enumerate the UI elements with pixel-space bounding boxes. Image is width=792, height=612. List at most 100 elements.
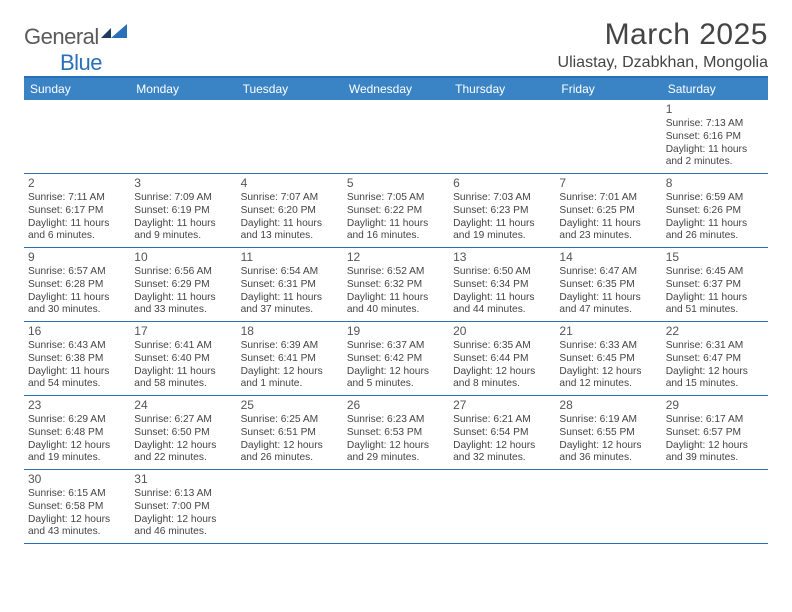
sunrise-line: Sunrise: 6:31 AM — [666, 340, 764, 353]
sunset-line: Sunset: 6:16 PM — [666, 131, 764, 144]
week-row: 2Sunrise: 7:11 AMSunset: 6:17 PMDaylight… — [24, 174, 768, 248]
sunrise-line: Sunrise: 7:13 AM — [666, 118, 764, 131]
sunrise-line: Sunrise: 7:07 AM — [241, 192, 339, 205]
weekday-header: Saturday — [662, 78, 768, 100]
day-number: 13 — [453, 250, 551, 265]
sunset-line: Sunset: 6:26 PM — [666, 205, 764, 218]
sunset-line: Sunset: 6:38 PM — [28, 353, 126, 366]
sunset-line: Sunset: 6:37 PM — [666, 279, 764, 292]
daylight-line: Daylight: 11 hours and 37 minutes. — [241, 292, 339, 318]
daylight-line: Daylight: 11 hours and 2 minutes. — [666, 144, 764, 170]
day-cell: 2Sunrise: 7:11 AMSunset: 6:17 PMDaylight… — [24, 174, 130, 247]
sunrise-line: Sunrise: 7:05 AM — [347, 192, 445, 205]
sunset-line: Sunset: 6:44 PM — [453, 353, 551, 366]
sunset-line: Sunset: 6:32 PM — [347, 279, 445, 292]
day-cell — [130, 100, 236, 173]
sunrise-line: Sunrise: 6:33 AM — [559, 340, 657, 353]
day-cell: 31Sunrise: 6:13 AMSunset: 7:00 PMDayligh… — [130, 470, 236, 543]
sunset-line: Sunset: 6:20 PM — [241, 205, 339, 218]
daylight-line: Daylight: 11 hours and 13 minutes. — [241, 218, 339, 244]
sunrise-line: Sunrise: 6:37 AM — [347, 340, 445, 353]
day-cell: 17Sunrise: 6:41 AMSunset: 6:40 PMDayligh… — [130, 322, 236, 395]
sunrise-line: Sunrise: 6:45 AM — [666, 266, 764, 279]
day-number: 14 — [559, 250, 657, 265]
title-block: March 2025 Uliastay, Dzabkhan, Mongolia — [558, 18, 768, 72]
daylight-line: Daylight: 11 hours and 19 minutes. — [453, 218, 551, 244]
day-cell — [662, 470, 768, 543]
sunset-line: Sunset: 6:53 PM — [347, 427, 445, 440]
daylight-line: Daylight: 12 hours and 5 minutes. — [347, 366, 445, 392]
day-number: 2 — [28, 176, 126, 191]
weekday-header: Thursday — [449, 78, 555, 100]
sunrise-line: Sunrise: 6:50 AM — [453, 266, 551, 279]
day-number: 25 — [241, 398, 339, 413]
daylight-line: Daylight: 12 hours and 1 minute. — [241, 366, 339, 392]
daylight-line: Daylight: 12 hours and 46 minutes. — [134, 514, 232, 540]
sunset-line: Sunset: 6:42 PM — [347, 353, 445, 366]
day-number: 1 — [666, 102, 764, 117]
sunset-line: Sunset: 6:57 PM — [666, 427, 764, 440]
daylight-line: Daylight: 12 hours and 32 minutes. — [453, 440, 551, 466]
sunset-line: Sunset: 6:23 PM — [453, 205, 551, 218]
sunset-line: Sunset: 6:45 PM — [559, 353, 657, 366]
daylight-line: Daylight: 11 hours and 30 minutes. — [28, 292, 126, 318]
sunset-line: Sunset: 6:40 PM — [134, 353, 232, 366]
sunrise-line: Sunrise: 7:01 AM — [559, 192, 657, 205]
day-number: 21 — [559, 324, 657, 339]
sunrise-line: Sunrise: 6:56 AM — [134, 266, 232, 279]
day-cell: 29Sunrise: 6:17 AMSunset: 6:57 PMDayligh… — [662, 396, 768, 469]
day-cell: 11Sunrise: 6:54 AMSunset: 6:31 PMDayligh… — [237, 248, 343, 321]
day-number: 19 — [347, 324, 445, 339]
day-cell: 18Sunrise: 6:39 AMSunset: 6:41 PMDayligh… — [237, 322, 343, 395]
daylight-line: Daylight: 12 hours and 12 minutes. — [559, 366, 657, 392]
sunrise-line: Sunrise: 6:59 AM — [666, 192, 764, 205]
calendar: SundayMondayTuesdayWednesdayThursdayFrid… — [24, 76, 768, 544]
daylight-line: Daylight: 11 hours and 51 minutes. — [666, 292, 764, 318]
day-cell: 12Sunrise: 6:52 AMSunset: 6:32 PMDayligh… — [343, 248, 449, 321]
sunrise-line: Sunrise: 6:43 AM — [28, 340, 126, 353]
daylight-line: Daylight: 11 hours and 47 minutes. — [559, 292, 657, 318]
day-number: 28 — [559, 398, 657, 413]
day-cell: 3Sunrise: 7:09 AMSunset: 6:19 PMDaylight… — [130, 174, 236, 247]
day-number: 10 — [134, 250, 232, 265]
sunset-line: Sunset: 6:17 PM — [28, 205, 126, 218]
day-cell: 30Sunrise: 6:15 AMSunset: 6:58 PMDayligh… — [24, 470, 130, 543]
daylight-line: Daylight: 12 hours and 19 minutes. — [28, 440, 126, 466]
daylight-line: Daylight: 12 hours and 26 minutes. — [241, 440, 339, 466]
sunset-line: Sunset: 6:58 PM — [28, 501, 126, 514]
sunset-line: Sunset: 6:55 PM — [559, 427, 657, 440]
sunset-line: Sunset: 6:22 PM — [347, 205, 445, 218]
daylight-line: Daylight: 12 hours and 15 minutes. — [666, 366, 764, 392]
daylight-line: Daylight: 11 hours and 23 minutes. — [559, 218, 657, 244]
logo-flag-icon — [101, 24, 131, 47]
daylight-line: Daylight: 11 hours and 33 minutes. — [134, 292, 232, 318]
day-cell: 27Sunrise: 6:21 AMSunset: 6:54 PMDayligh… — [449, 396, 555, 469]
day-cell — [555, 100, 661, 173]
sunrise-line: Sunrise: 6:29 AM — [28, 414, 126, 427]
day-cell: 8Sunrise: 6:59 AMSunset: 6:26 PMDaylight… — [662, 174, 768, 247]
sunrise-line: Sunrise: 6:27 AM — [134, 414, 232, 427]
day-number: 23 — [28, 398, 126, 413]
sunrise-line: Sunrise: 6:13 AM — [134, 488, 232, 501]
sunrise-line: Sunrise: 6:25 AM — [241, 414, 339, 427]
day-cell: 1Sunrise: 7:13 AMSunset: 6:16 PMDaylight… — [662, 100, 768, 173]
day-number: 7 — [559, 176, 657, 191]
location: Uliastay, Dzabkhan, Mongolia — [558, 54, 768, 72]
sunrise-line: Sunrise: 6:41 AM — [134, 340, 232, 353]
day-cell: 28Sunrise: 6:19 AMSunset: 6:55 PMDayligh… — [555, 396, 661, 469]
day-cell — [24, 100, 130, 173]
day-number: 5 — [347, 176, 445, 191]
weekday-header: Sunday — [24, 78, 130, 100]
day-number: 3 — [134, 176, 232, 191]
sunset-line: Sunset: 6:51 PM — [241, 427, 339, 440]
sunset-line: Sunset: 6:29 PM — [134, 279, 232, 292]
sunset-line: Sunset: 6:31 PM — [241, 279, 339, 292]
day-cell: 20Sunrise: 6:35 AMSunset: 6:44 PMDayligh… — [449, 322, 555, 395]
sunset-line: Sunset: 6:47 PM — [666, 353, 764, 366]
day-cell: 21Sunrise: 6:33 AMSunset: 6:45 PMDayligh… — [555, 322, 661, 395]
sunrise-line: Sunrise: 6:19 AM — [559, 414, 657, 427]
daylight-line: Daylight: 11 hours and 9 minutes. — [134, 218, 232, 244]
sunrise-line: Sunrise: 6:21 AM — [453, 414, 551, 427]
day-cell: 10Sunrise: 6:56 AMSunset: 6:29 PMDayligh… — [130, 248, 236, 321]
day-cell: 23Sunrise: 6:29 AMSunset: 6:48 PMDayligh… — [24, 396, 130, 469]
